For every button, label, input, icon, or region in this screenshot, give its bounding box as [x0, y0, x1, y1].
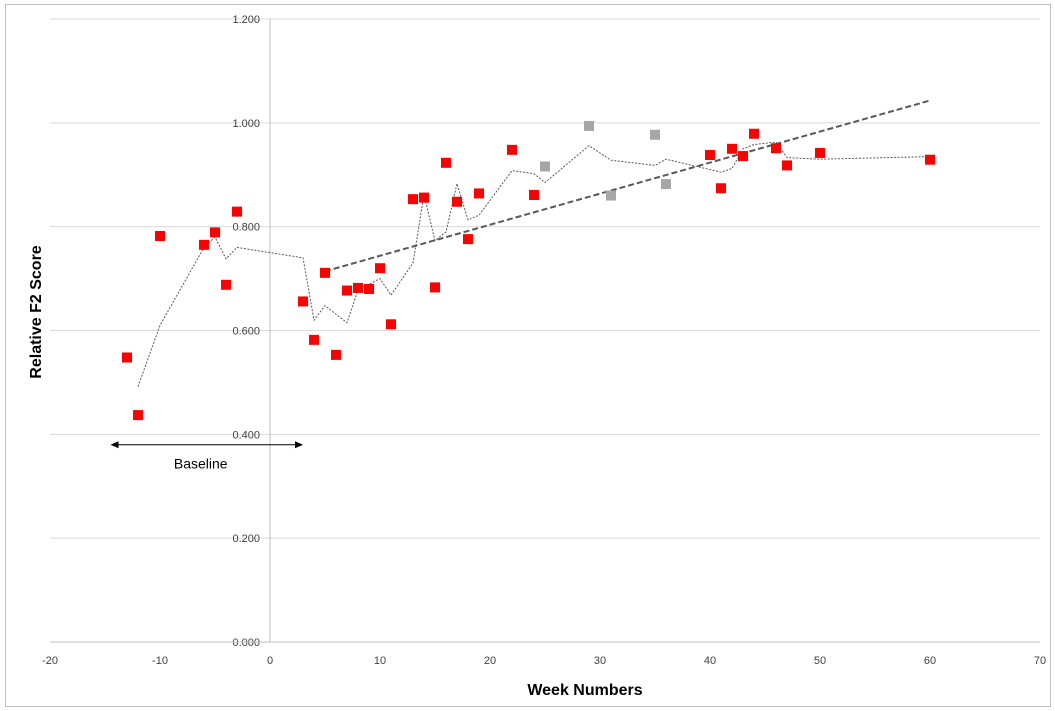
chart-frame: [5, 4, 1051, 707]
data-point-red: [815, 147, 825, 158]
y-tick-label: 0.400: [232, 429, 260, 441]
data-point-gray: [606, 190, 616, 201]
x-tick-label: -10: [152, 655, 168, 667]
x-tick-label: 70: [1034, 655, 1046, 667]
data-point-red: [441, 157, 451, 168]
data-point-red: [320, 267, 330, 278]
moving-average-line: [137, 141, 931, 387]
x-tick-label: 20: [484, 655, 496, 667]
x-tick-label: -20: [42, 655, 58, 667]
data-point-red: [408, 194, 418, 205]
data-point-red: [375, 263, 385, 274]
x-tick-label: 50: [814, 655, 826, 667]
baseline-arrow-right-head: [295, 441, 303, 449]
baseline-arrow-left-head: [110, 441, 119, 449]
x-tick-label: 10: [374, 655, 386, 667]
data-point-red: [133, 410, 143, 421]
data-point-red: [430, 282, 440, 293]
data-point-red: [749, 128, 759, 139]
data-point-red: [122, 352, 132, 363]
data-point-red: [342, 285, 352, 296]
trendline: [324, 99, 931, 273]
data-point-red: [419, 192, 429, 203]
data-point-gray: [661, 179, 671, 190]
data-point-red: [155, 231, 165, 242]
data-point-red: [331, 349, 341, 360]
data-point-red: [529, 189, 539, 200]
y-tick-label: 1.000: [232, 118, 260, 130]
data-point-red: [298, 296, 308, 307]
x-axis-title: Week Numbers: [527, 682, 642, 699]
data-point-gray: [540, 161, 550, 172]
data-point-red: [463, 234, 473, 245]
y-tick-label: 0.000: [232, 637, 260, 649]
y-tick-label: 0.200: [232, 533, 260, 545]
data-point-red: [738, 151, 748, 162]
x-tick-label: 0: [267, 655, 273, 667]
x-tick-label: 60: [924, 655, 936, 667]
data-point-red: [221, 279, 231, 290]
x-tick-label: 30: [594, 655, 606, 667]
data-point-red: [232, 206, 242, 217]
data-point-red: [452, 196, 462, 207]
data-point-gray: [584, 120, 594, 131]
data-point-red: [210, 227, 220, 238]
y-tick-label: 1.200: [232, 14, 260, 26]
y-axis-title: Relative F2 Score: [28, 245, 45, 379]
data-point-red: [507, 144, 517, 155]
data-point-red: [716, 183, 726, 194]
data-point-red: [309, 334, 319, 345]
data-point-red: [364, 283, 374, 294]
data-point-red: [727, 143, 737, 154]
y-tick-label: 0.600: [232, 326, 260, 338]
baseline-label: Baseline: [174, 456, 228, 472]
data-point-red: [782, 160, 792, 171]
x-tick-label: 40: [704, 655, 716, 667]
data-point-red: [771, 143, 781, 154]
data-point-red: [353, 282, 363, 293]
data-point-red: [925, 154, 935, 165]
data-point-red: [474, 188, 484, 199]
data-point-gray: [650, 129, 660, 140]
data-point-red: [705, 150, 715, 161]
data-point-red: [199, 239, 209, 250]
data-point-red: [386, 319, 396, 330]
y-tick-label: 0.800: [232, 222, 260, 234]
